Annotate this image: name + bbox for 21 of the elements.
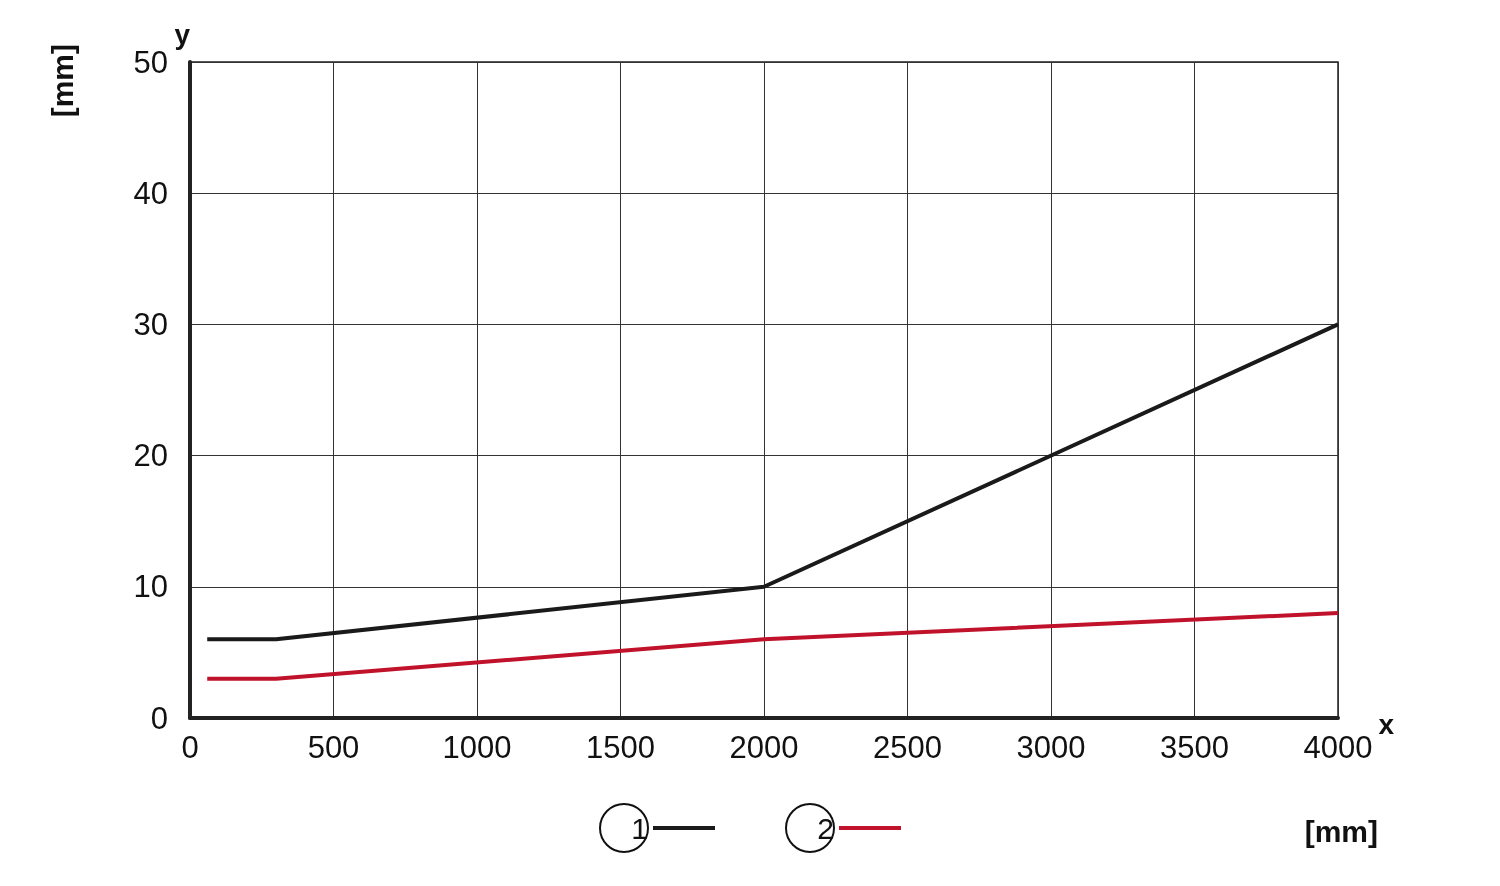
y-tick-label: 20: [133, 438, 168, 474]
x-tick-label: 2000: [729, 730, 799, 765]
x-tick-label: 2500: [873, 730, 942, 765]
x-tick-label: 4000: [1303, 730, 1373, 765]
legend-label: 1: [631, 811, 648, 845]
y-tick-label: 40: [133, 175, 168, 211]
x-tick-label: 1500: [586, 730, 655, 765]
x-tick-label: 3500: [1160, 730, 1229, 765]
y-tick-label: 0: [150, 700, 168, 736]
x-tick-label: 1000: [442, 730, 512, 765]
text: [mm]: [1304, 814, 1379, 848]
legend-label: 2: [817, 811, 834, 845]
text: [mm]: [45, 43, 79, 118]
x-tick-label: 3000: [1016, 730, 1086, 765]
x-tick-label: 0: [181, 730, 199, 765]
x-axis-title: x: [1378, 708, 1395, 740]
y-tick-label: 30: [133, 306, 168, 342]
y-tick-label: 50: [133, 44, 168, 80]
y-axis-title: y: [174, 18, 191, 50]
y-tick-label: 10: [133, 569, 168, 605]
x-tick-label: 500: [307, 730, 360, 765]
